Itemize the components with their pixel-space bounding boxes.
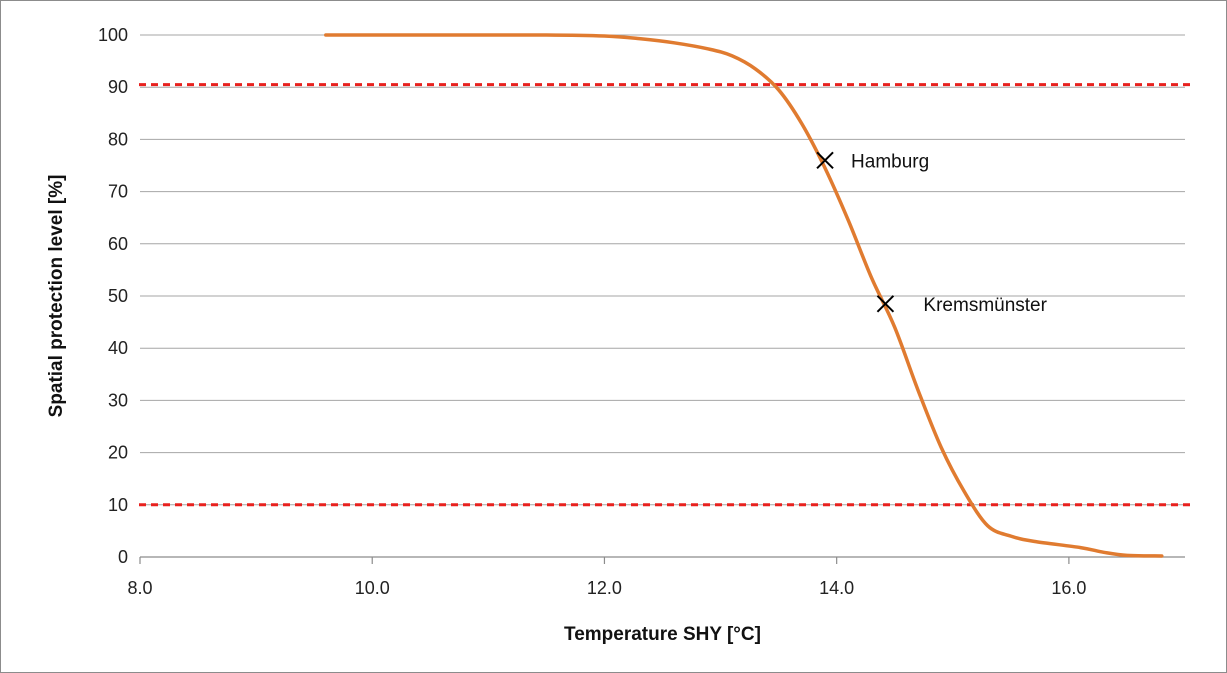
y-tick-label: 40 [108,338,128,358]
annotation-marker-stroke [876,295,895,313]
x-tick-label: 8.0 [127,578,152,598]
series-line [324,33,1164,558]
y-tick-label: 20 [108,443,128,463]
y-tick-label: 80 [108,129,128,149]
annotation-label: Kremsmünster [923,295,1047,316]
x-tick-label: 14.0 [819,578,854,598]
y-axis-title: Spatial protection level [%] [46,175,67,418]
annotation-marker [816,151,834,169]
annotation-marker [876,295,895,313]
x-axis-title: Temperature SHY [°C] [564,624,761,645]
y-tick-label: 90 [108,77,128,97]
x-tick-label: 16.0 [1051,578,1086,598]
y-tick-label: 60 [108,234,128,254]
y-tick-label: 0 [118,547,128,567]
x-tick-label: 10.0 [355,578,390,598]
y-tick-label: 10 [108,495,128,515]
y-tick-label: 50 [108,286,128,306]
y-tick-label: 100 [98,25,128,45]
y-tick-label: 30 [108,390,128,410]
annotation-label: Hamburg [851,151,929,172]
annotation-marker-stroke [816,151,834,169]
x-tick-label: 12.0 [587,578,622,598]
y-tick-label: 70 [108,182,128,202]
